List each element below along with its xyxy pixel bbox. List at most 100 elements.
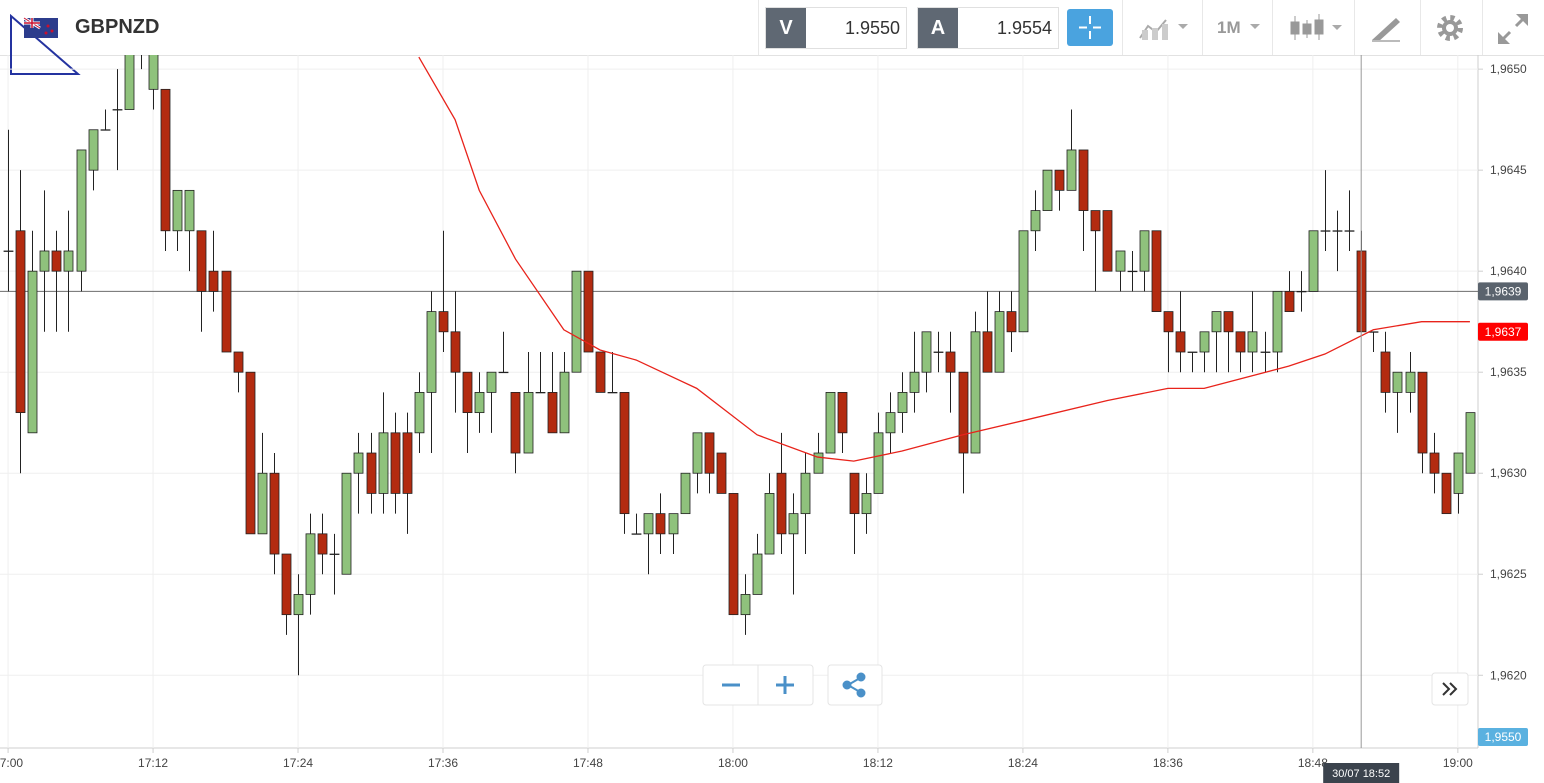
candle-body (438, 311, 449, 333)
candle-body (160, 88, 171, 232)
candle-body (523, 392, 534, 454)
candle-body (1187, 351, 1198, 353)
candle-body (305, 533, 316, 595)
candle-body (1175, 331, 1186, 353)
candle-body (1405, 371, 1416, 393)
buy-price: 1.9554 (996, 18, 1052, 38)
candle-body (245, 371, 256, 535)
crosshair-label-box (1323, 763, 1400, 783)
candle-body (27, 270, 38, 434)
crosshair-label: 30/07 18:52 (1332, 768, 1390, 780)
candle-body (1441, 472, 1452, 515)
candle-body (1465, 412, 1476, 474)
share-button[interactable] (827, 664, 883, 706)
settings-button[interactable] (1434, 12, 1466, 44)
bid-marker-label: 1,9550 (1485, 730, 1522, 744)
plot-area (0, 55, 1478, 748)
chart-type-button[interactable] (1138, 14, 1192, 42)
candle-body (1102, 210, 1113, 272)
candle-body (1042, 169, 1053, 211)
candle-body (1417, 371, 1428, 454)
candle-body (909, 371, 920, 393)
candle-body (680, 472, 691, 515)
candle-body (607, 392, 618, 394)
candle-body (486, 371, 497, 393)
candle-body (1260, 351, 1271, 353)
x-tick-label: 18:24 (1008, 756, 1038, 770)
candle-body (994, 311, 1005, 373)
candle-body (1284, 290, 1295, 312)
candle-body (1090, 210, 1101, 232)
candle-body (1235, 331, 1246, 353)
sell-label: V (766, 8, 806, 48)
candle-body (897, 392, 908, 414)
candle-body (970, 331, 981, 454)
separator (1354, 0, 1355, 55)
candle-body (752, 553, 763, 595)
price-marker (1478, 282, 1528, 301)
candle-body (112, 109, 123, 111)
moving-average (418, 56, 1470, 462)
candle-body (1211, 311, 1222, 333)
candle-body (885, 412, 896, 434)
candle-body (1308, 230, 1319, 292)
candle-body (921, 331, 932, 373)
candle-body (788, 513, 799, 535)
candle-body (571, 270, 582, 373)
x-tick-label: 18:48 (1298, 756, 1328, 770)
scroll-end-icon (1442, 682, 1458, 696)
candle-style-button[interactable] (1288, 12, 1344, 44)
x-tick-label: 18:12 (863, 756, 893, 770)
candle-body (462, 371, 473, 414)
candle-body (510, 392, 521, 454)
candle-body (945, 351, 956, 373)
y-tick-label: 1,9620 (1490, 668, 1527, 682)
candle-body (583, 270, 594, 353)
candle-body (825, 392, 836, 454)
candle-body (776, 472, 787, 535)
fullscreen-button[interactable] (1496, 12, 1530, 46)
y-tick-label: 1,9635 (1490, 365, 1527, 379)
candle-body (450, 331, 461, 373)
candle-body (257, 472, 268, 535)
candle-body (390, 432, 401, 494)
candle-body (716, 452, 727, 494)
candle-body (3, 250, 14, 252)
crosshair-button[interactable] (1067, 9, 1113, 46)
separator (1420, 0, 1421, 55)
candle-body (366, 452, 377, 494)
zoom-in-button[interactable] (776, 676, 794, 694)
x-tick-label: 17:48 (573, 756, 603, 770)
candle-body (1078, 149, 1089, 211)
candle-body (100, 129, 111, 131)
draw-tool-button[interactable] (1370, 14, 1402, 42)
candle-body (1006, 311, 1017, 333)
chart: 1,9620 1,9625 1,9630 1,9635 1,9640 1,9645 1,96… (0, 55, 1528, 783)
candle-body (378, 432, 389, 494)
candle-body (1453, 452, 1464, 494)
separator (1482, 0, 1483, 55)
candle-body (414, 392, 425, 434)
candle-body (269, 472, 280, 555)
y-tick-label: 1,9645 (1490, 163, 1527, 177)
x-tick-label: 19:00 (1443, 756, 1473, 770)
candle-body (933, 351, 944, 353)
candle-body (148, 55, 159, 90)
buy-button[interactable]: A 1.9554 (917, 7, 1059, 49)
candle-body (873, 432, 884, 494)
candle-body (233, 351, 244, 373)
x-tick-label: 17:00 (0, 756, 23, 770)
sell-button[interactable]: V 1.9550 (765, 7, 907, 49)
timeframe[interactable]: 1M (1217, 18, 1241, 37)
candle-body (63, 250, 74, 272)
candle-body (668, 513, 679, 535)
candle-body (402, 432, 413, 494)
x-tick-label: 18:00 (718, 756, 748, 770)
candle-body (631, 533, 642, 535)
candle-body (88, 129, 99, 171)
candle-body (1199, 331, 1210, 353)
candle-body (619, 392, 630, 515)
candle-body (1163, 311, 1174, 333)
candle-body (1272, 290, 1283, 353)
